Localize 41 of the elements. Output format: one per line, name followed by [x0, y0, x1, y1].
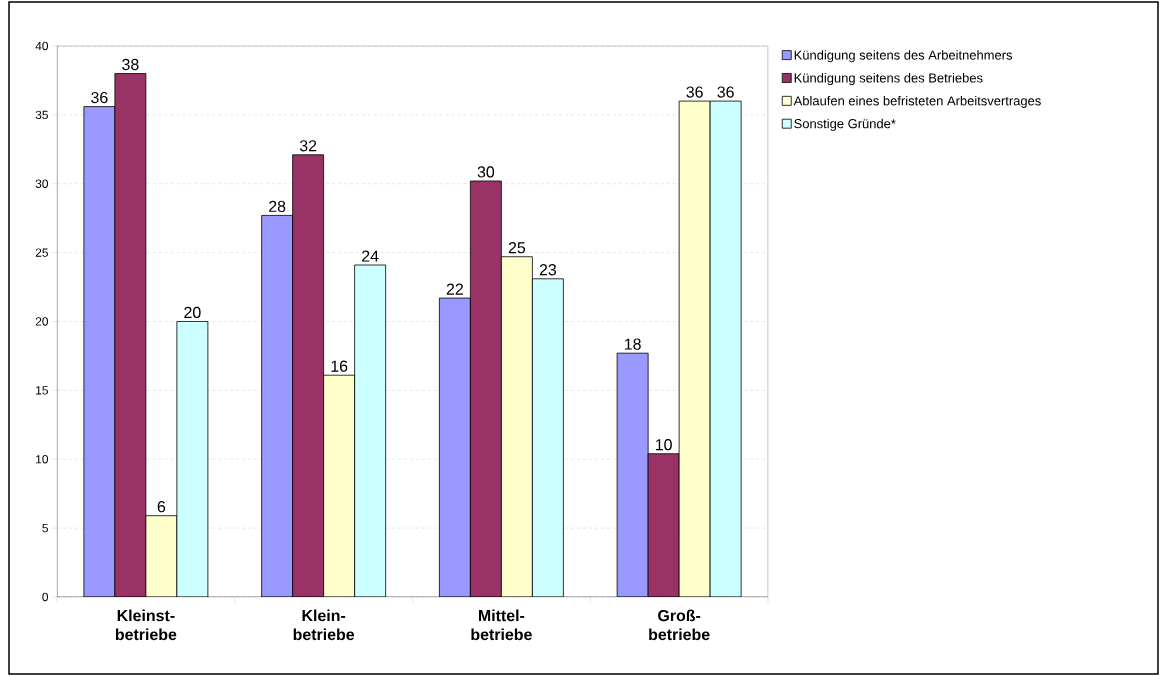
bar — [145, 515, 178, 597]
data-label: 38 — [122, 58, 139, 71]
data-label: 6 — [157, 501, 166, 513]
y-tick-label: 0 — [42, 592, 49, 602]
bar — [678, 100, 711, 597]
data-label: 10 — [655, 439, 672, 451]
data-label: 28 — [269, 200, 286, 213]
data-label: 36 — [717, 86, 734, 98]
legend-label: Ablaufen eines befristeten Arbeitsvertrages — [793, 95, 1041, 108]
bar — [354, 264, 387, 597]
data-label: 23 — [539, 264, 557, 276]
y-tick-label: 5 — [42, 523, 48, 533]
y-tick-label: 15 — [36, 386, 48, 395]
bar — [176, 321, 209, 597]
x-tick-label: Klein-betriebe — [293, 609, 355, 641]
y-tick-label: 35 — [35, 110, 48, 120]
y-tick-label: 25 — [35, 248, 48, 257]
x-tick-label: Kleinst-betriebe — [115, 609, 177, 641]
data-label: 20 — [184, 306, 201, 319]
bar — [709, 100, 742, 597]
data-label: 32 — [299, 140, 317, 152]
y-tick-label: 30 — [35, 179, 49, 188]
x-tick-label: Groß-betriebe — [649, 609, 710, 641]
data-label: 22 — [446, 283, 463, 295]
data-label: 36 — [686, 86, 703, 98]
legend-label: Kündigung seitens des Arbeitnehmers — [794, 50, 1013, 63]
y-tick-label: 10 — [36, 455, 49, 464]
x-tick-label: Mittel-betriebe — [471, 609, 532, 641]
y-tick-label: 20 — [35, 317, 49, 326]
data-label: 24 — [362, 250, 379, 262]
legend-label: Sonstige Gründe* — [794, 118, 896, 131]
data-label: 16 — [331, 360, 348, 372]
bar — [500, 256, 533, 597]
data-label: 25 — [508, 242, 526, 254]
bar — [323, 374, 356, 597]
data-label: 36 — [91, 91, 108, 104]
data-label: 30 — [477, 166, 495, 178]
data-label: 18 — [624, 338, 641, 350]
legend-label: Kündigung seitens des Betriebes — [794, 73, 983, 86]
bar — [531, 278, 564, 597]
y-tick-label: 40 — [35, 41, 49, 51]
